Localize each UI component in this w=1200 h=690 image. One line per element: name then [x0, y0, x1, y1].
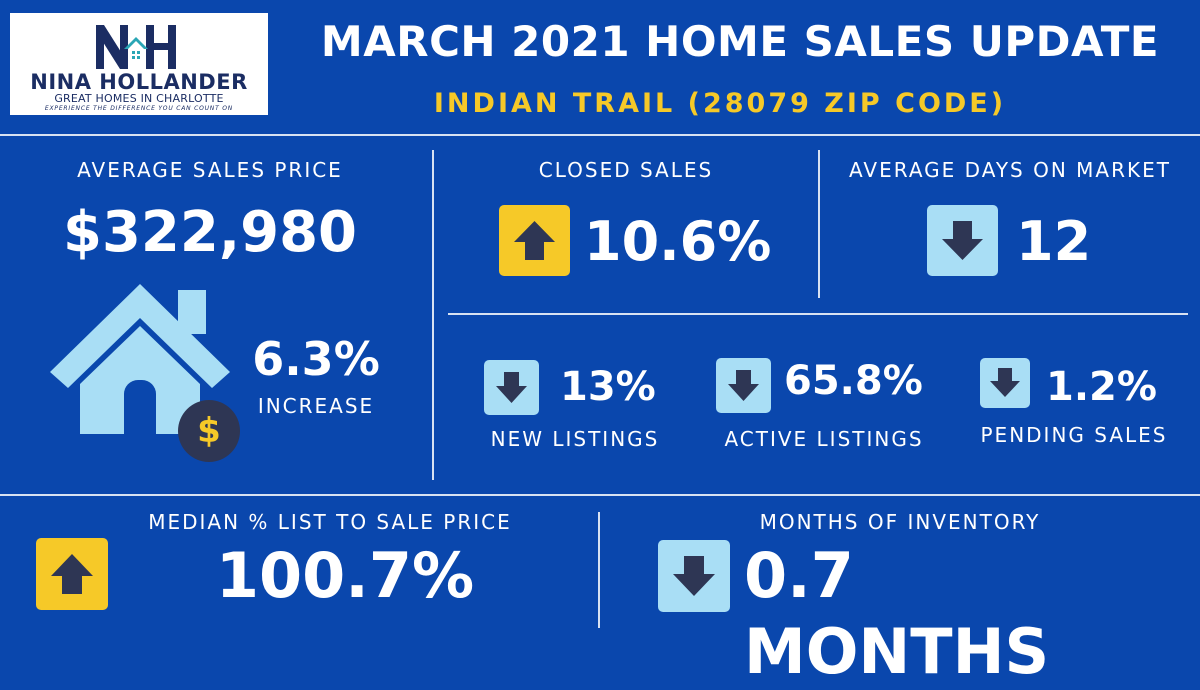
arrow-down-icon: [942, 221, 983, 260]
logo-subtitle: GREAT HOMES IN CHARLOTTE: [54, 92, 224, 105]
arrow-up-icon: [514, 221, 555, 260]
pending-sales-value: 1.2%: [1046, 364, 1157, 410]
avg-sales-price-change: 6.3%: [252, 332, 380, 386]
pending-sales-label: PENDING SALES: [980, 423, 1168, 447]
median-list-to-sale-value: 100.7%: [215, 539, 475, 612]
pending-sales-badge: [980, 358, 1030, 408]
logo-name: NINA HOLLANDER: [30, 70, 248, 94]
active-listings-label: ACTIVE LISTINGS: [724, 427, 924, 451]
avg-sales-price-value: $322,980: [62, 200, 358, 265]
logo-monogram-icon: [96, 25, 176, 69]
divider-left-column: [432, 150, 434, 480]
active-listings-value: 65.8%: [784, 358, 923, 404]
avg-sales-price-label: AVERAGE SALES PRICE: [77, 158, 343, 182]
arrow-down-icon: [496, 372, 527, 403]
closed-sales-value: 10.6%: [584, 210, 772, 273]
new-listings-label: NEW LISTINGS: [490, 427, 660, 451]
arrow-down-icon: [673, 556, 715, 596]
new-listings-value: 13%: [560, 364, 656, 410]
page-title: MARCH 2021 HOME SALES UPDATE: [320, 17, 1160, 66]
dollar-coin-icon: [178, 400, 240, 462]
arrow-up-icon: [51, 554, 93, 594]
dollar-symbol: $: [197, 411, 221, 451]
months-of-inventory-value: 0.7 MONTHS: [744, 539, 1050, 688]
avg-sales-price-change-label: INCREASE: [257, 394, 375, 418]
arrow-down-icon: [728, 370, 759, 401]
closed-sales-label: CLOSED SALES: [538, 158, 714, 182]
median-list-to-sale-badge: [36, 538, 108, 610]
logo: NINA HOLLANDER GREAT HOMES IN CHARLOTTE …: [10, 13, 268, 115]
divider-bottom: [0, 494, 1200, 496]
months-of-inventory-badge: [658, 540, 730, 612]
house-icon: [50, 284, 230, 434]
months-of-inventory-label: MONTHS OF INVENTORY: [759, 510, 1041, 534]
new-listings-badge: [484, 360, 539, 415]
logo-tagline: EXPERIENCE THE DIFFERENCE YOU CAN COUNT …: [44, 105, 234, 112]
divider-bottom-center: [598, 512, 600, 628]
active-listings-badge: [716, 358, 771, 413]
avg-days-on-market-value: 12: [1016, 210, 1092, 273]
closed-sales-badge: [499, 205, 570, 276]
divider-top: [0, 134, 1200, 136]
avg-days-on-market-badge: [927, 205, 998, 276]
avg-days-on-market-label: AVERAGE DAYS ON MARKET: [849, 158, 1171, 182]
divider-top-right: [818, 150, 820, 298]
page-subtitle: INDIAN TRAIL (28079 ZIP CODE): [433, 88, 1007, 119]
divider-mid-right: [448, 313, 1188, 315]
median-list-to-sale-label: MEDIAN % LIST TO SALE PRICE: [148, 510, 512, 534]
arrow-down-icon: [990, 368, 1020, 397]
